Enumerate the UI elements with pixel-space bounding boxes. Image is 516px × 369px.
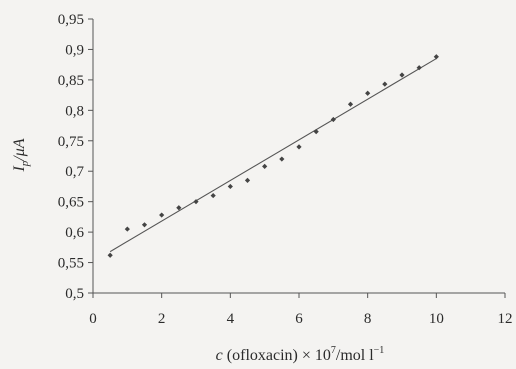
y-tick-label: 0,5: [65, 286, 84, 302]
ticks-layer: 0,5 0,55 0,6 0,65 0,7 0,75 0,8 0,85 0,9 0,95 0 2 4 6 8…: [58, 12, 513, 327]
data-point: [176, 205, 182, 211]
data-point: [141, 222, 148, 228]
data-point: [227, 183, 233, 190]
data-point: [416, 65, 422, 71]
data-point: [330, 116, 336, 123]
x-tick-label: 2: [158, 311, 166, 327]
y-tick-label: 0,85: [58, 73, 84, 89]
y-tick-label: 0,9: [65, 42, 84, 58]
data-point: [382, 81, 388, 87]
data-point: [399, 72, 405, 78]
y-tick-label: 0,55: [58, 256, 84, 272]
y-tick-label: 0,6: [65, 225, 84, 241]
x-tick-label: 10: [429, 311, 444, 327]
y-tick-label: 0,75: [58, 134, 84, 150]
data-point: [296, 144, 302, 150]
data-point: [193, 199, 199, 205]
data-point: [279, 156, 285, 162]
y-axis-title: Ip/μA: [11, 138, 31, 172]
x-tick-label: 6: [295, 311, 303, 327]
data-point: [107, 252, 113, 258]
data-point: [347, 101, 354, 107]
data-point: [433, 54, 439, 60]
x-tick-label: 12: [498, 311, 513, 327]
data-point: [159, 212, 165, 218]
y-tick-label: 0,8: [65, 103, 84, 119]
axes-layer: [92, 19, 505, 294]
data-point: [313, 129, 319, 135]
data-point: [124, 226, 130, 232]
points-layer: [107, 54, 439, 258]
x-tick-label: 0: [89, 311, 97, 327]
data-point: [210, 192, 216, 199]
x-axis-title: c (ofloxacin) × 107/mol l−1: [216, 345, 385, 364]
y-tick-label: 0,65: [58, 195, 84, 211]
data-point: [262, 163, 268, 169]
x-tick-label: 4: [227, 311, 235, 327]
x-tick-label: 8: [364, 311, 372, 327]
y-tick-label: 0,95: [58, 12, 84, 28]
trend-line: [109, 58, 437, 253]
data-point: [244, 177, 251, 183]
data-point: [365, 90, 371, 96]
trend-layer: [109, 58, 437, 253]
y-tick-label: 0,7: [65, 164, 84, 180]
